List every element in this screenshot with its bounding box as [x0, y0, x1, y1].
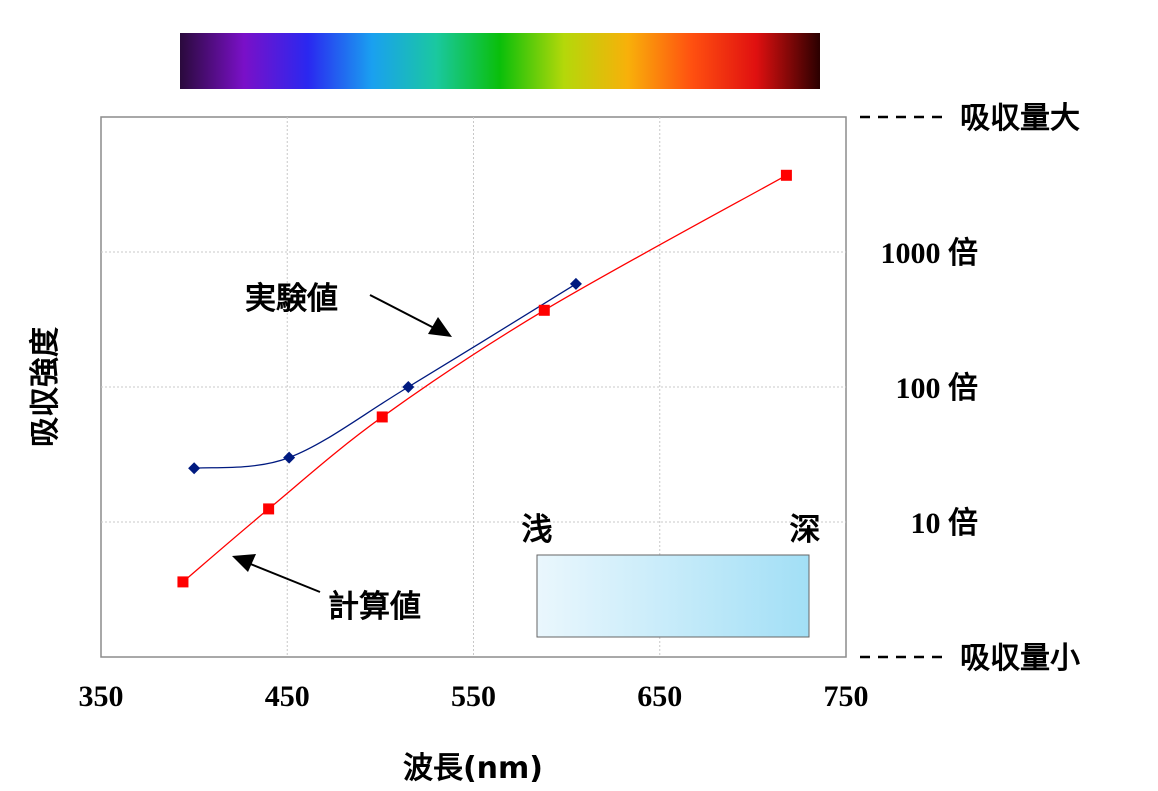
x-tick-label: 350: [79, 680, 124, 713]
calculated-arrow: [247, 562, 321, 593]
experimental-arrow: [369, 294, 437, 330]
x-tick-label: 750: [824, 680, 869, 713]
series-layer: [177, 169, 792, 588]
experimental-arrowhead: [428, 317, 452, 337]
top-reference-label: 吸収量大: [960, 101, 1080, 136]
bottom-reference-label: 吸収量小: [960, 641, 1080, 676]
data-point-0: [569, 277, 582, 290]
data-point-1: [538, 304, 550, 316]
calculated-annotation: 計算値: [328, 589, 421, 625]
y-tick-labels: 10 倍 100 倍 1000 倍: [881, 236, 979, 540]
grid-lines: [101, 117, 846, 657]
calculated-arrowhead: [232, 554, 256, 572]
x-tick-labels: 350 450 550 650 750: [79, 680, 869, 713]
y-axis-title: 吸収強度: [28, 327, 63, 447]
data-point-0: [402, 381, 415, 393]
y-tick-label: 100 倍: [896, 371, 979, 405]
data-point-1: [263, 503, 275, 515]
y-tick-label: 10 倍: [911, 506, 979, 540]
x-tick-label: 550: [451, 680, 496, 713]
data-point-0: [188, 462, 201, 475]
series-line-1: [182, 174, 787, 583]
x-tick-label: 450: [265, 680, 310, 713]
data-point-1: [177, 576, 189, 588]
x-tick-label: 650: [637, 680, 682, 713]
depth-gradient-box: [536, 554, 810, 638]
data-point-0: [283, 451, 296, 464]
data-point-1: [376, 411, 388, 423]
y-tick-label: 1000 倍: [881, 236, 979, 270]
depth-label-light: 浅: [522, 512, 553, 548]
spectrum-bar: [180, 33, 820, 89]
x-axis-title: 波長(nm): [403, 751, 543, 786]
depth-label-deep: 深: [790, 512, 821, 548]
data-point-1: [780, 169, 792, 181]
series-line-0: [194, 283, 577, 469]
experimental-annotation: 実験値: [245, 281, 338, 317]
